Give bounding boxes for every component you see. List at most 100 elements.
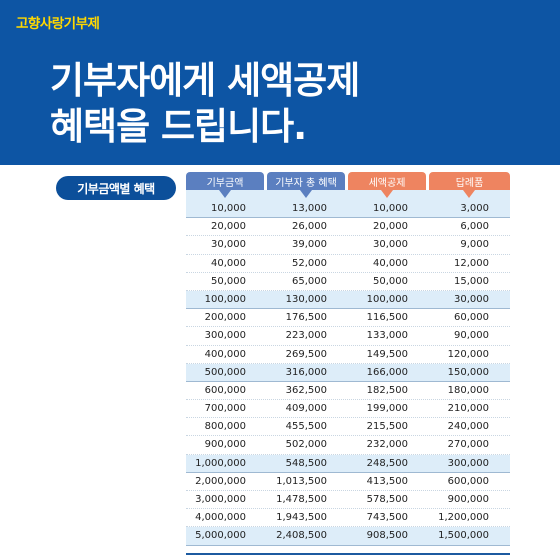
table-cell: 30,000 (454, 293, 489, 305)
table-cell: 12,000 (454, 257, 489, 269)
table-cell: 270,000 (447, 439, 489, 451)
table-cell: 1,478,500 (276, 494, 327, 505)
column-header-gift: 답례품 (429, 172, 510, 190)
table-cell: 500,000 (204, 366, 246, 378)
table-cell: 40,000 (211, 257, 246, 269)
table-cell: 2,408,500 (276, 530, 327, 542)
table-row: 1,000,000 548,500 248,500 300,000 (186, 454, 510, 473)
table-cell: 1,013,500 (276, 475, 327, 487)
table-cell: 176,500 (285, 312, 327, 324)
table-cell: 182,500 (366, 384, 408, 396)
table-cell: 200,000 (204, 312, 246, 324)
table-row: 300,000 223,000 133,000 90,000 (186, 327, 510, 346)
headline: 기부자에게 세액공제 혜택을 드립니다. (50, 58, 360, 150)
table-cell: 908,500 (366, 530, 408, 542)
table-cell: 800,000 (204, 421, 246, 433)
table-cell: 1,943,500 (276, 512, 327, 524)
table-cell: 362,500 (285, 384, 327, 396)
table-row: 40,000 52,000 40,000 12,000 (186, 255, 510, 273)
table-cell: 130,000 (285, 293, 327, 305)
table-cell: 502,000 (285, 439, 327, 451)
table-cell: 743,500 (366, 512, 408, 524)
column-header-tax-credit: 세액공제 (348, 172, 426, 190)
section-label: 기부금액별 혜택 (56, 176, 176, 200)
table-cell: 409,000 (285, 403, 327, 415)
table-cell: 40,000 (373, 257, 408, 269)
headline-line-1: 기부자에게 세액공제 (50, 59, 360, 102)
table-cell: 26,000 (292, 221, 327, 233)
table-row: 3,000,000 1,478,500 578,500 900,000 (186, 491, 510, 510)
table-cell: 316,000 (285, 366, 327, 378)
table-cell: 300,000 (204, 330, 246, 342)
table-cell: 52,000 (292, 257, 327, 269)
table-cell: 90,000 (454, 330, 489, 342)
header-band (186, 190, 510, 200)
table-cell: 100,000 (366, 293, 408, 305)
table-cell: 10,000 (211, 203, 246, 214)
table-cell: 215,500 (366, 421, 408, 433)
down-arrow-icon (381, 190, 393, 198)
table-cell: 223,000 (285, 330, 327, 342)
table-row: 500,000 316,000 166,000 150,000 (186, 363, 510, 382)
table-cell: 3,000,000 (195, 494, 246, 505)
table-cell: 248,500 (366, 457, 408, 469)
table-cell: 3,000 (460, 203, 489, 214)
table-cell: 900,000 (204, 439, 246, 451)
table-cell: 400,000 (204, 348, 246, 360)
table-cell: 10,000 (373, 203, 408, 214)
table-row: 50,000 65,000 50,000 15,000 (186, 273, 510, 291)
table-cell: 240,000 (447, 421, 489, 433)
table-row: 30,000 39,000 30,000 9,000 (186, 236, 510, 255)
table-row: 600,000 362,500 182,500 180,000 (186, 382, 510, 401)
table-cell: 20,000 (211, 221, 246, 233)
table-cell: 600,000 (204, 384, 246, 396)
table-cell: 133,000 (366, 330, 408, 342)
hero-banner: 고향사랑기부제 기부자에게 세액공제 혜택을 드립니다. (0, 0, 560, 165)
table-cell: 199,000 (366, 403, 408, 415)
table-cell: 116,500 (366, 312, 408, 324)
table-row: 2,000,000 1,013,500 413,500 600,000 (186, 473, 510, 491)
table-row: 20,000 26,000 20,000 6,000 (186, 218, 510, 237)
table-cell: 20,000 (373, 221, 408, 233)
table-cell: 9,000 (460, 239, 489, 251)
table-cell: 15,000 (454, 275, 489, 287)
table-cell: 65,000 (292, 275, 327, 287)
table-cell: 269,500 (285, 348, 327, 360)
column-header-donation: 기부금액 (186, 172, 264, 190)
table-cell: 2,000,000 (195, 475, 246, 487)
table-cell: 210,000 (447, 403, 489, 415)
table-bottom-rule (186, 553, 510, 555)
table-cell: 578,500 (366, 494, 408, 505)
column-header-total-benefit: 기부자 총 혜택 (267, 172, 345, 190)
table-row: 200,000 176,500 116,500 60,000 (186, 309, 510, 328)
table-cell: 30,000 (211, 239, 246, 251)
table-cell: 6,000 (460, 221, 489, 233)
table-row: 800,000 455,500 215,500 240,000 (186, 418, 510, 437)
table-cell: 548,500 (285, 457, 327, 469)
table-row: 4,000,000 1,943,500 743,500 1,200,000 (186, 509, 510, 528)
table-cell: 50,000 (211, 275, 246, 287)
table-row: 900,000 502,000 232,000 270,000 (186, 436, 510, 455)
table-cell: 180,000 (447, 384, 489, 396)
table-cell: 1,200,000 (438, 512, 489, 524)
table-cell: 60,000 (454, 312, 489, 324)
table-cell: 455,500 (285, 421, 327, 433)
table-cell: 39,000 (292, 239, 327, 251)
table-cell: 4,000,000 (195, 512, 246, 524)
table-cell: 700,000 (204, 403, 246, 415)
table-cell: 50,000 (373, 275, 408, 287)
down-arrow-icon (300, 190, 312, 198)
down-arrow-icon (463, 190, 475, 198)
benefit-table: 기부금액 기부자 총 혜택 세액공제 답례품 10,000 13,000 10,00… (186, 172, 510, 558)
down-arrow-icon (219, 190, 231, 198)
table-row: 100,000 130,000 100,000 30,000 (186, 290, 510, 310)
table-cell: 232,000 (366, 439, 408, 451)
headline-line-2: 혜택을 드립니다. (50, 105, 307, 148)
table-row: 400,000 269,500 149,500 120,000 (186, 346, 510, 364)
table-cell: 13,000 (292, 203, 327, 214)
table-cell: 150,000 (447, 366, 489, 378)
table-row: 5,000,000 2,408,500 908,500 1,500,000 (186, 527, 510, 546)
table-cell: 413,500 (366, 475, 408, 487)
table-body: 10,000 13,000 10,000 3,000 20,000 26,000 20,00… (186, 200, 510, 546)
table-cell: 166,000 (366, 366, 408, 378)
